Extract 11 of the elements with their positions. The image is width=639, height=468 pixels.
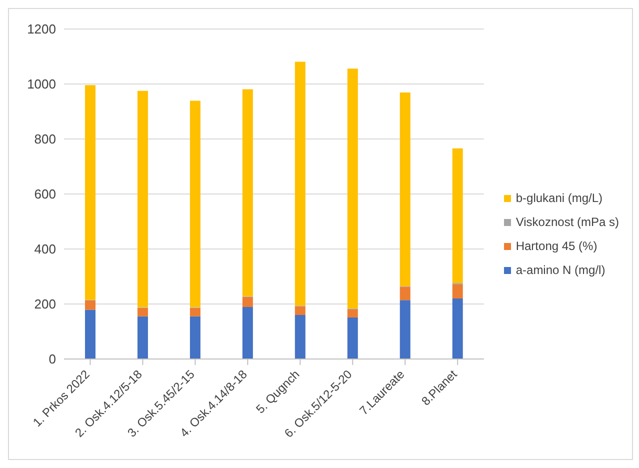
y-tick-label: 0 [48, 352, 56, 367]
legend-label: b-glukani (mg/L) [516, 191, 603, 205]
y-tick-label: 1000 [27, 76, 56, 92]
y-tick-label: 400 [34, 242, 56, 257]
y-tick-label: 1200 [27, 22, 56, 37]
legend-label: Viskoznost (mPa s) [516, 215, 619, 229]
legend-label: a-amino N (mg/l) [516, 263, 606, 277]
y-tick-label: 600 [34, 186, 56, 202]
legend-label: Hartong 45 (%) [516, 239, 598, 253]
y-tick-label: 200 [34, 296, 56, 312]
y-tick-label: 800 [34, 132, 56, 147]
